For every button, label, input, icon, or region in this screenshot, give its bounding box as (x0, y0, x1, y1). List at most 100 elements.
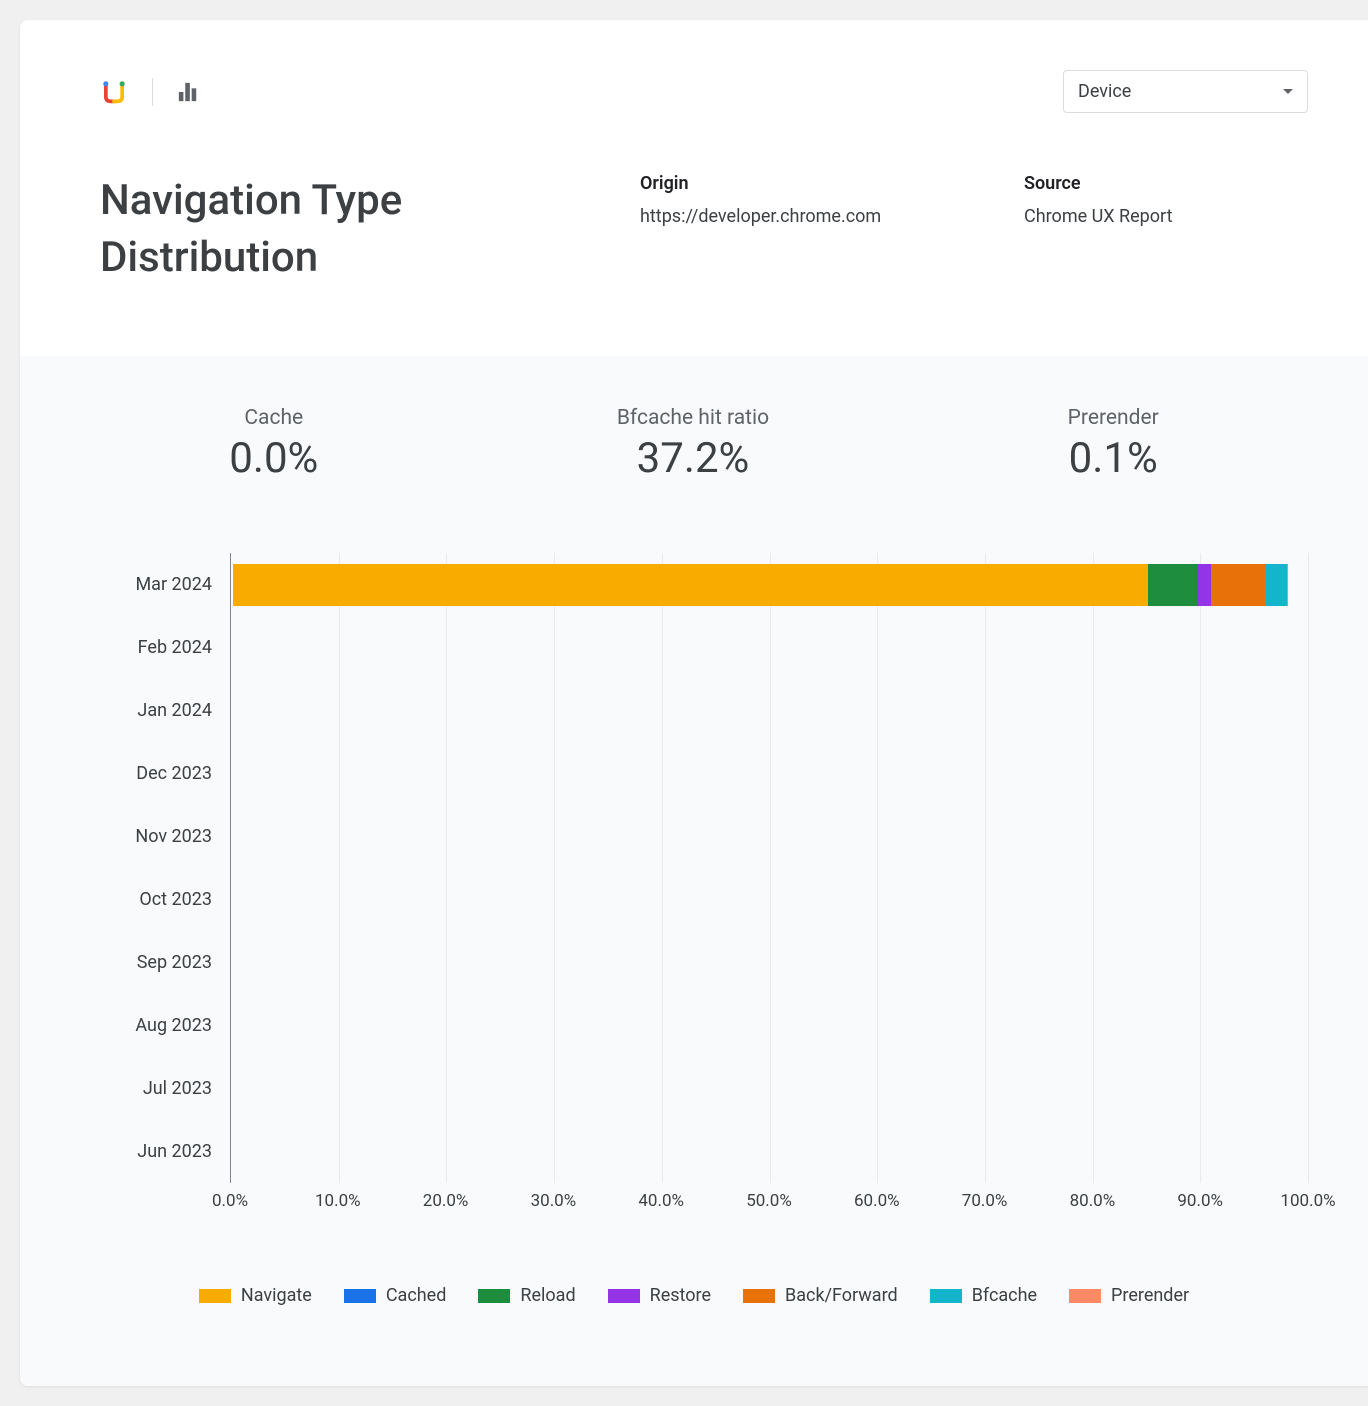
source-value: Chrome UX Report (1024, 206, 1308, 227)
bar-track (233, 753, 1310, 795)
y-axis-label: Oct 2023 (120, 889, 230, 910)
legend-label: Cached (386, 1285, 447, 1306)
kpi-label: Bfcache hit ratio (617, 406, 769, 430)
plot-area (230, 868, 1308, 931)
legend-item[interactable]: Back/Forward (743, 1285, 898, 1306)
kpi-value: 0.0% (229, 434, 318, 483)
chart-row: Jan 2024 (120, 679, 1308, 742)
legend-swatch (478, 1289, 510, 1303)
device-select-label: Device (1078, 81, 1131, 102)
bar-track (233, 1131, 1310, 1173)
bar-track (233, 879, 1310, 921)
chart-row: Mar 2024 (120, 553, 1308, 616)
kpi: Bfcache hit ratio 37.2% (617, 406, 769, 483)
y-axis-label: Sep 2023 (120, 952, 230, 973)
x-axis-tick: 60.0% (854, 1191, 900, 1211)
kpi: Cache0.0% (229, 406, 318, 483)
legend-label: Back/Forward (785, 1285, 898, 1306)
kpi-value: 0.1% (1068, 434, 1159, 483)
x-axis-tick: 100.0% (1280, 1191, 1335, 1211)
bar-segment (1287, 564, 1288, 606)
logo-divider (152, 78, 153, 106)
header-section: Device Navigation Type Distribution Orig… (20, 20, 1368, 356)
origin-value: https://developer.chrome.com (640, 206, 924, 227)
x-axis-tick: 30.0% (531, 1191, 577, 1211)
chart-row: Dec 2023 (120, 742, 1308, 805)
chart-logo-icon (177, 81, 199, 103)
plot-area (230, 553, 1308, 616)
metrics-section: Cache0.0% Bfcache hit ratio 37.2% Prerender… (20, 356, 1368, 1386)
legend-item[interactable]: Bfcache (930, 1285, 1037, 1306)
plot-area (230, 742, 1308, 805)
x-axis: 0.0%10.0%20.0%30.0%40.0%50.0%60.0%70.0%8… (230, 1191, 1308, 1215)
legend-label: Reload (520, 1285, 575, 1306)
x-axis-tick: 10.0% (315, 1191, 361, 1211)
source-label: Source (1024, 173, 1308, 194)
legend-swatch (344, 1289, 376, 1303)
report-card: Device Navigation Type Distribution Orig… (20, 20, 1368, 1386)
bar-track (233, 1068, 1310, 1110)
bar-segment (1211, 564, 1266, 606)
legend-swatch (199, 1289, 231, 1303)
top-bar: Device (100, 70, 1308, 113)
bar-track (233, 942, 1310, 984)
bar-segment (1266, 564, 1288, 606)
x-axis-tick: 0.0% (212, 1191, 248, 1211)
bar-track (233, 816, 1310, 858)
y-axis-label: Aug 2023 (120, 1015, 230, 1036)
x-axis-tick: 40.0% (638, 1191, 684, 1211)
chart-row: Feb 2024 (120, 616, 1308, 679)
page-title: Navigation Type Distribution (100, 173, 540, 286)
legend-label: Restore (650, 1285, 711, 1306)
plot-area (230, 1057, 1308, 1120)
logo-group (100, 78, 199, 106)
plot-area (230, 994, 1308, 1057)
legend-label: Prerender (1111, 1285, 1189, 1306)
plot-area (230, 1120, 1308, 1183)
legend-label: Bfcache (972, 1285, 1037, 1306)
x-axis-tick: 90.0% (1177, 1191, 1223, 1211)
bar-track (233, 1005, 1310, 1047)
legend-item[interactable]: Restore (608, 1285, 711, 1306)
legend-swatch (930, 1289, 962, 1303)
legend-swatch (608, 1289, 640, 1303)
chart-row: Jul 2023 (120, 1057, 1308, 1120)
x-axis-tick: 80.0% (1070, 1191, 1116, 1211)
origin-label: Origin (640, 173, 924, 194)
bar-segment (233, 564, 1148, 606)
plot-area (230, 679, 1308, 742)
x-axis-tick: 70.0% (962, 1191, 1008, 1211)
bar-segment (1148, 564, 1198, 606)
y-axis-label: Dec 2023 (120, 763, 230, 784)
source-block: Source Chrome UX Report (1024, 173, 1308, 286)
plot-area (230, 931, 1308, 994)
crux-logo-icon (100, 78, 128, 106)
title-row: Navigation Type Distribution Origin http… (100, 173, 1308, 286)
legend-item[interactable]: Cached (344, 1285, 447, 1306)
chart-row: Aug 2023 (120, 994, 1308, 1057)
y-axis-label: Mar 2024 (120, 574, 230, 595)
x-axis-tick: 50.0% (746, 1191, 792, 1211)
chart-container: Mar 2024 Feb 2024 Jan 2024 Dec 2023 Nov 2023… (120, 553, 1308, 1215)
plot-area (230, 616, 1308, 679)
y-axis-label: Jun 2023 (120, 1141, 230, 1162)
bar-segment (1198, 564, 1211, 606)
y-axis-label: Jan 2024 (120, 700, 230, 721)
plot-area (230, 805, 1308, 868)
bar-track (233, 690, 1310, 732)
x-axis-tick: 20.0% (423, 1191, 469, 1211)
chart-row: Sep 2023 (120, 931, 1308, 994)
legend-swatch (1069, 1289, 1101, 1303)
legend-item[interactable]: Reload (478, 1285, 575, 1306)
kpi-label: Prerender (1068, 406, 1159, 430)
kpi-row: Cache0.0% Bfcache hit ratio 37.2% Prerender… (80, 406, 1308, 483)
legend-item[interactable]: Navigate (199, 1285, 312, 1306)
kpi-value: 37.2% (617, 434, 769, 483)
chart-row: Jun 2023 (120, 1120, 1308, 1183)
chart-row: Oct 2023 (120, 868, 1308, 931)
legend-item[interactable]: Prerender (1069, 1285, 1189, 1306)
y-axis-label: Nov 2023 (120, 826, 230, 847)
kpi: Prerender 0.1% (1068, 406, 1159, 483)
device-select[interactable]: Device (1063, 70, 1308, 113)
bar-track (233, 564, 1310, 606)
